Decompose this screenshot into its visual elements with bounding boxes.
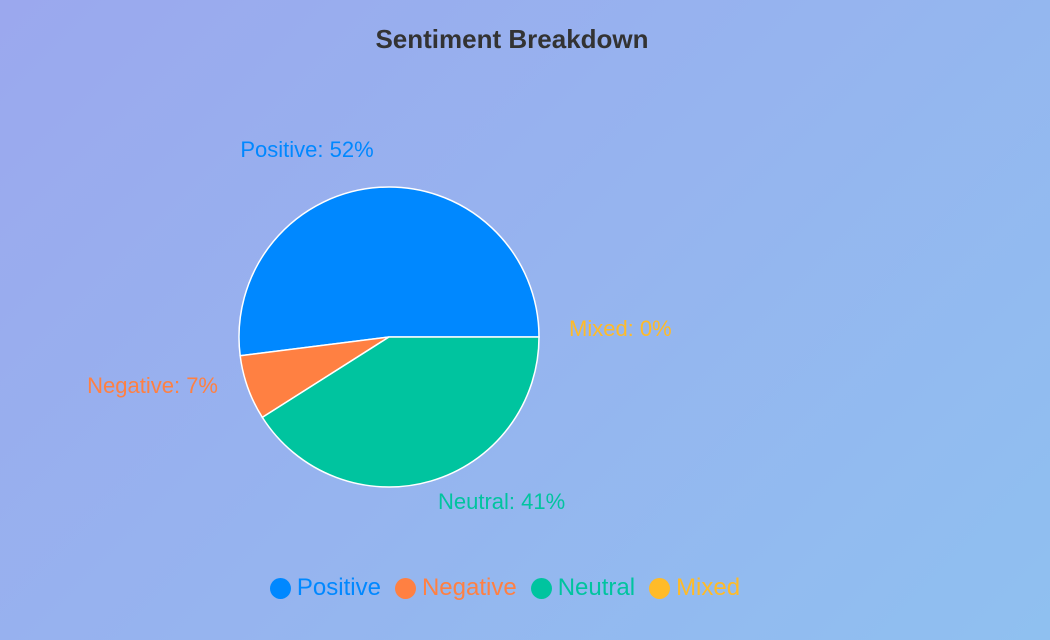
pie-slice-positive[interactable] bbox=[238, 186, 540, 357]
legend-swatch-icon bbox=[269, 577, 291, 599]
legend-label: Negative bbox=[421, 574, 517, 601]
legend-item-mixed[interactable]: Mixed bbox=[649, 574, 740, 602]
pie-slice-neutral[interactable] bbox=[261, 336, 540, 488]
chart-legend: Positive Negative Neutral Mixed bbox=[0, 574, 1010, 602]
legend-swatch-icon bbox=[530, 577, 552, 599]
chart-title: Sentiment Breakdown bbox=[375, 24, 649, 54]
legend-label: Neutral bbox=[557, 574, 636, 601]
slice-label-mixed: Mixed: 0% bbox=[569, 316, 672, 341]
legend-swatch-icon bbox=[394, 577, 416, 599]
slice-label-neutral: Neutral: 41% bbox=[438, 489, 565, 514]
legend-item-negative[interactable]: Negative bbox=[394, 574, 517, 602]
legend-item-positive[interactable]: Positive bbox=[269, 574, 381, 602]
legend-label: Positive bbox=[296, 574, 381, 601]
legend-swatch-icon bbox=[649, 577, 671, 599]
slice-label-positive: Positive: 52% bbox=[240, 137, 373, 162]
legend-label: Mixed bbox=[676, 574, 741, 601]
slice-label-negative: Negative: 7% bbox=[87, 373, 218, 398]
legend-item-neutral[interactable]: Neutral bbox=[530, 574, 636, 602]
